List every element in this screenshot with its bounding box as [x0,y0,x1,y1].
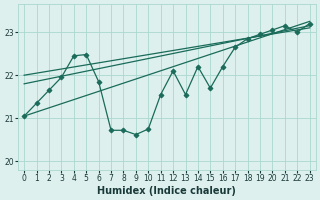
X-axis label: Humidex (Indice chaleur): Humidex (Indice chaleur) [98,186,236,196]
